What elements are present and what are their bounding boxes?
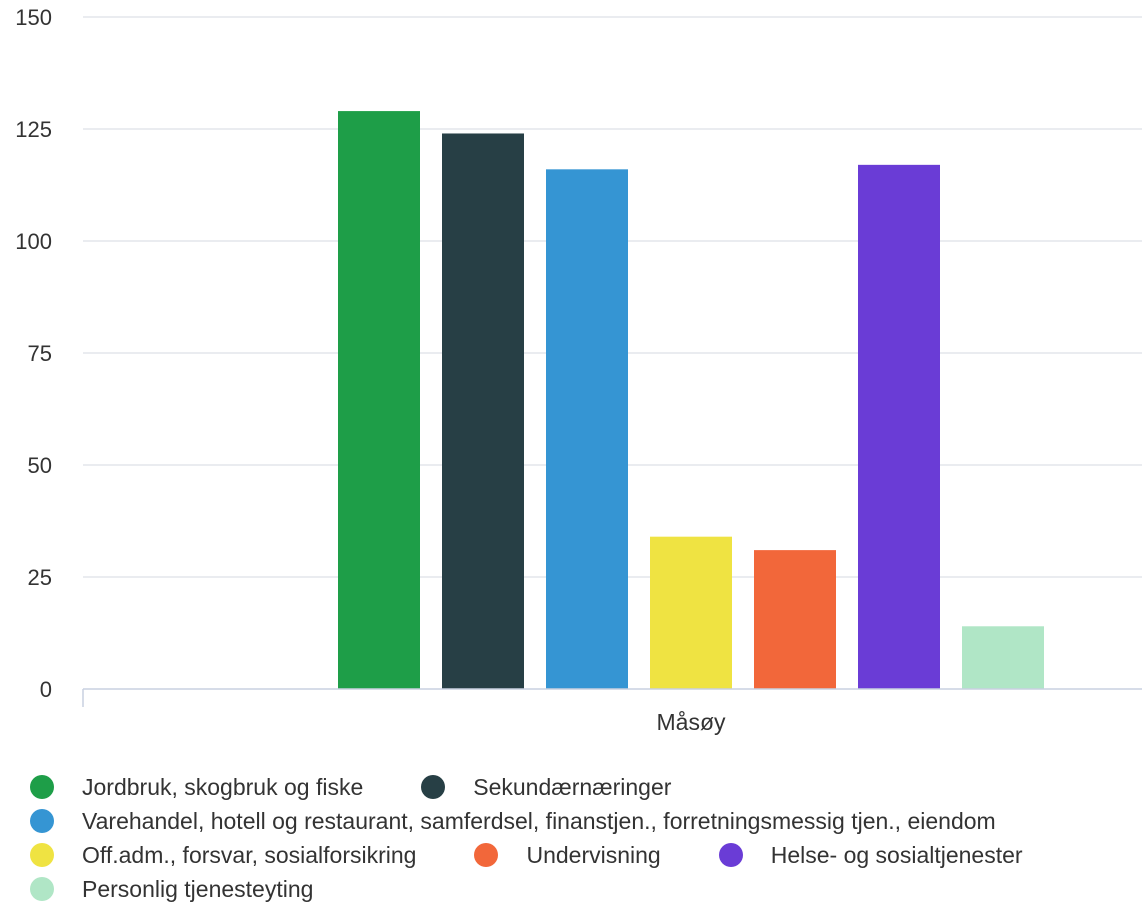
legend-item-sekundaer[interactable]: Sekundærnæringer xyxy=(421,774,671,801)
legend-label: Undervisning xyxy=(526,841,661,868)
legend-item-offadm[interactable]: Off.adm., forsvar, sosialforsikring xyxy=(30,842,416,869)
y-axis-ticks: 0 25 50 75 100 125 150 xyxy=(15,5,52,702)
legend-marker-icon xyxy=(30,775,54,799)
y-tick-label: 150 xyxy=(15,5,52,30)
legend-marker-icon xyxy=(30,877,54,901)
legend-marker-icon xyxy=(421,775,446,799)
legend-marker-icon xyxy=(718,843,743,867)
legend-marker-icon xyxy=(30,809,54,833)
legend-item-jordbruk[interactable]: Jordbruk, skogbruk og fiske xyxy=(30,774,363,801)
legend-row: Varehandel, hotell og restaurant, samfer… xyxy=(30,804,1142,838)
y-tick-label: 50 xyxy=(28,453,52,478)
bar-2[interactable] xyxy=(442,133,524,690)
y-tick-label: 25 xyxy=(28,565,52,590)
legend-marker-icon xyxy=(30,843,54,867)
bar-6[interactable] xyxy=(858,164,940,690)
legend-label: Jordbruk, skogbruk og fiske xyxy=(82,773,364,800)
legend-row: Jordbruk, skogbruk og fiske Sekundærnæri… xyxy=(30,770,1142,804)
legend-row: Personlig tjenesteyting xyxy=(30,872,1142,906)
legend-label: Sekundærnæringer xyxy=(473,773,672,800)
legend-row: Off.adm., forsvar, sosialforsikring Unde… xyxy=(30,838,1142,872)
bar-1[interactable] xyxy=(338,111,420,689)
legend-item-undervisning[interactable]: Undervisning xyxy=(474,841,661,869)
y-tick-label: 100 xyxy=(15,229,52,254)
bar-4[interactable] xyxy=(650,536,732,689)
x-category-label: Måsøy xyxy=(657,709,727,735)
legend-item-varehandel[interactable]: Varehandel, hotell og restaurant, samfer… xyxy=(30,808,996,835)
bars xyxy=(338,111,1044,690)
legend-marker-icon xyxy=(474,843,499,867)
y-tick-label: 0 xyxy=(40,677,52,702)
legend-item-helse[interactable]: Helse- og sosialtjenester xyxy=(718,841,1023,869)
bar-7[interactable] xyxy=(962,626,1044,689)
legend-label: Off.adm., forsvar, sosialforsikring xyxy=(82,841,417,868)
bar-chart: 0 25 50 75 100 125 150 Måsøy xyxy=(15,5,1142,735)
legend-label: Personlig tjenesteyting xyxy=(82,875,314,902)
y-tick-label: 125 xyxy=(15,117,52,142)
legend-label: Varehandel, hotell og restaurant, samfer… xyxy=(82,807,996,834)
bar-5[interactable] xyxy=(754,550,836,689)
legend: Jordbruk, skogbruk og fiske Sekundærnæri… xyxy=(30,770,1142,906)
bar-3[interactable] xyxy=(546,169,628,689)
x-axis: Måsøy xyxy=(82,688,1142,735)
y-tick-label: 75 xyxy=(28,341,52,366)
legend-item-personlig[interactable]: Personlig tjenesteyting xyxy=(30,876,313,903)
legend-label: Helse- og sosialtjenester xyxy=(770,841,1023,868)
